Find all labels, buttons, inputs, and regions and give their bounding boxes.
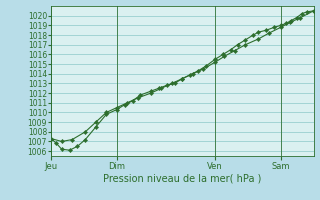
X-axis label: Pression niveau de la mer( hPa ): Pression niveau de la mer( hPa ) (103, 173, 261, 183)
